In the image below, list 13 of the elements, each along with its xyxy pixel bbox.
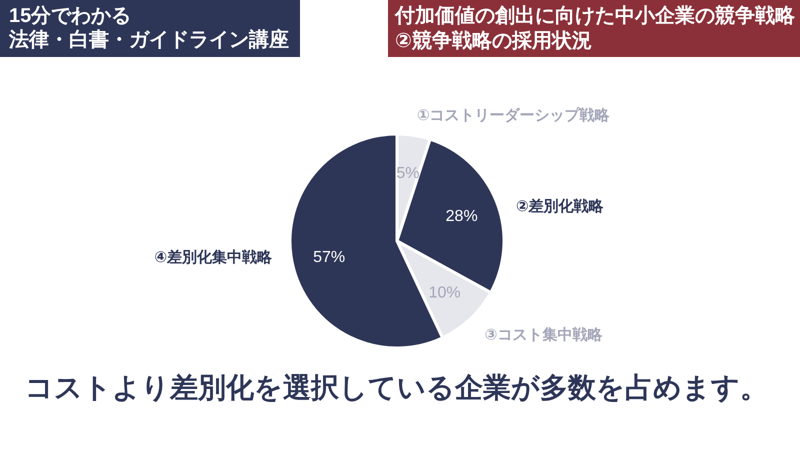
text: 法律・白書・ガイドライン講座 bbox=[8, 28, 289, 51]
data-label: 57% bbox=[313, 248, 346, 266]
data-label: 28% bbox=[446, 208, 478, 225]
slice-label: ③コスト集中戦略 bbox=[484, 326, 604, 344]
data-label: 5% bbox=[396, 164, 420, 182]
slice-label: ①コストリーダーシップ戦略 bbox=[417, 106, 611, 124]
text: 15分でわかる bbox=[9, 5, 132, 27]
text: コストより差別化を選択している企業が多数を占めます。 bbox=[25, 372, 768, 403]
slice-label: ④差別化集中戦略 bbox=[154, 249, 274, 266]
data-label: 10% bbox=[428, 284, 461, 302]
chart-title: 付加価値の創出に向けた中小企業の競争戦略 bbox=[394, 4, 796, 27]
chart-subtitle: ②競争戦略の採用状況 bbox=[395, 29, 592, 52]
slice-label: ②差別化戦略 bbox=[516, 198, 605, 216]
